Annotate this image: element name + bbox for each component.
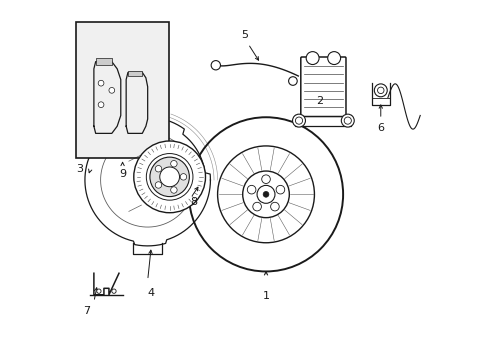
FancyBboxPatch shape <box>300 57 346 117</box>
Text: 1: 1 <box>262 291 269 301</box>
Circle shape <box>98 80 104 86</box>
Circle shape <box>160 167 179 187</box>
Circle shape <box>150 157 189 197</box>
Text: 2: 2 <box>316 96 323 106</box>
Circle shape <box>292 114 305 127</box>
Circle shape <box>373 84 386 97</box>
Circle shape <box>295 117 302 124</box>
Circle shape <box>217 146 314 243</box>
Circle shape <box>155 182 162 188</box>
Circle shape <box>377 87 383 94</box>
Circle shape <box>257 185 274 203</box>
Circle shape <box>155 166 162 172</box>
Circle shape <box>263 192 268 197</box>
Circle shape <box>305 51 319 64</box>
Bar <box>295 116 351 126</box>
Circle shape <box>188 117 343 271</box>
Circle shape <box>327 51 340 64</box>
Circle shape <box>146 154 193 200</box>
Circle shape <box>276 185 284 194</box>
Circle shape <box>288 77 297 85</box>
Circle shape <box>170 187 177 193</box>
Text: 7: 7 <box>83 306 90 315</box>
Circle shape <box>242 171 289 218</box>
Text: 5: 5 <box>241 30 247 40</box>
Circle shape <box>134 141 205 213</box>
Circle shape <box>180 174 186 180</box>
Text: 4: 4 <box>147 288 155 298</box>
Text: 6: 6 <box>377 123 384 132</box>
Circle shape <box>252 202 261 211</box>
Circle shape <box>112 289 116 293</box>
Circle shape <box>98 102 104 108</box>
Circle shape <box>247 185 255 194</box>
Circle shape <box>170 161 177 167</box>
Circle shape <box>109 87 115 93</box>
Text: 9: 9 <box>119 169 126 179</box>
Circle shape <box>270 202 279 211</box>
Text: 3: 3 <box>76 164 83 174</box>
Bar <box>76 22 169 158</box>
Text: 8: 8 <box>190 197 198 207</box>
Circle shape <box>341 114 353 127</box>
Circle shape <box>211 60 220 70</box>
Circle shape <box>344 117 351 124</box>
Circle shape <box>97 289 101 293</box>
Circle shape <box>261 175 270 184</box>
